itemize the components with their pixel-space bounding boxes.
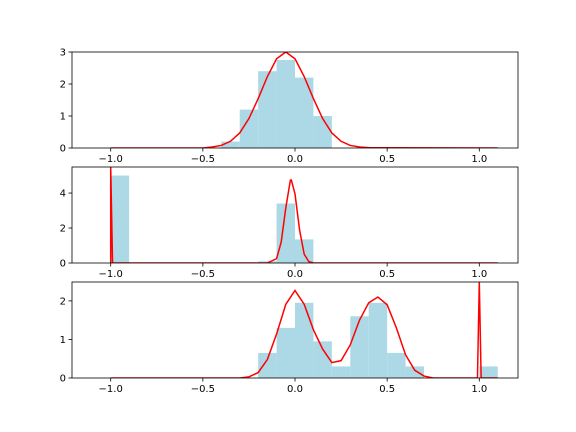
y-tick-label: 0 — [60, 374, 66, 385]
histogram-bar — [221, 141, 240, 148]
axes — [110, 282, 498, 378]
density-curve — [110, 282, 498, 378]
y-tick-label: 3 — [60, 48, 66, 59]
histogram-bar — [405, 366, 425, 378]
histogram-bar — [295, 77, 314, 148]
x-tick-label: 1.0 — [471, 269, 487, 280]
histogram-bar — [295, 302, 314, 378]
y-tick-label: 1 — [60, 112, 66, 123]
y-tick-label: 0 — [60, 259, 66, 270]
x-tick-label: 0.0 — [287, 154, 303, 165]
y-tick-label: 0 — [60, 144, 66, 155]
x-tick-label: 0.5 — [379, 154, 395, 165]
x-tick-label: 0.0 — [287, 384, 303, 395]
x-tick-label: −1.0 — [99, 269, 123, 280]
x-tick-label: 0.5 — [379, 384, 395, 395]
y-tick-label: 1 — [60, 335, 66, 346]
axes — [109, 167, 498, 263]
histogram-bar — [258, 352, 277, 378]
histogram-bar — [258, 71, 277, 148]
axes — [110, 52, 498, 148]
histogram-bar — [276, 60, 295, 148]
histogram-bar — [276, 327, 295, 378]
density-curve — [109, 167, 498, 263]
y-tick-label: 2 — [60, 224, 66, 235]
histogram-bar — [331, 366, 351, 378]
x-tick-label: −1.0 — [99, 384, 123, 395]
histogram-bar — [276, 203, 295, 263]
x-tick-label: 0.0 — [287, 269, 303, 280]
x-tick-label: −1.0 — [99, 154, 123, 165]
histogram-bar — [387, 352, 406, 378]
x-tick-label: −0.5 — [191, 269, 215, 280]
histogram-bar — [479, 366, 498, 378]
y-tick-label: 2 — [60, 80, 66, 91]
histogram-bar — [239, 109, 259, 148]
histogram-bar — [110, 175, 130, 263]
histogram-bar — [350, 316, 369, 378]
y-tick-label: 4 — [60, 189, 66, 200]
histogram-bar — [258, 261, 277, 263]
x-tick-label: 0.5 — [379, 269, 395, 280]
x-tick-label: 1.0 — [471, 384, 487, 395]
histogram-bar — [368, 302, 388, 378]
x-tick-label: 1.0 — [471, 154, 487, 165]
density-curve — [110, 52, 498, 148]
x-tick-label: −0.5 — [191, 154, 215, 165]
x-tick-label: −0.5 — [191, 384, 215, 395]
y-tick-label: 2 — [60, 296, 66, 307]
histogram-bar — [313, 341, 332, 378]
histogram-bar — [313, 116, 332, 148]
